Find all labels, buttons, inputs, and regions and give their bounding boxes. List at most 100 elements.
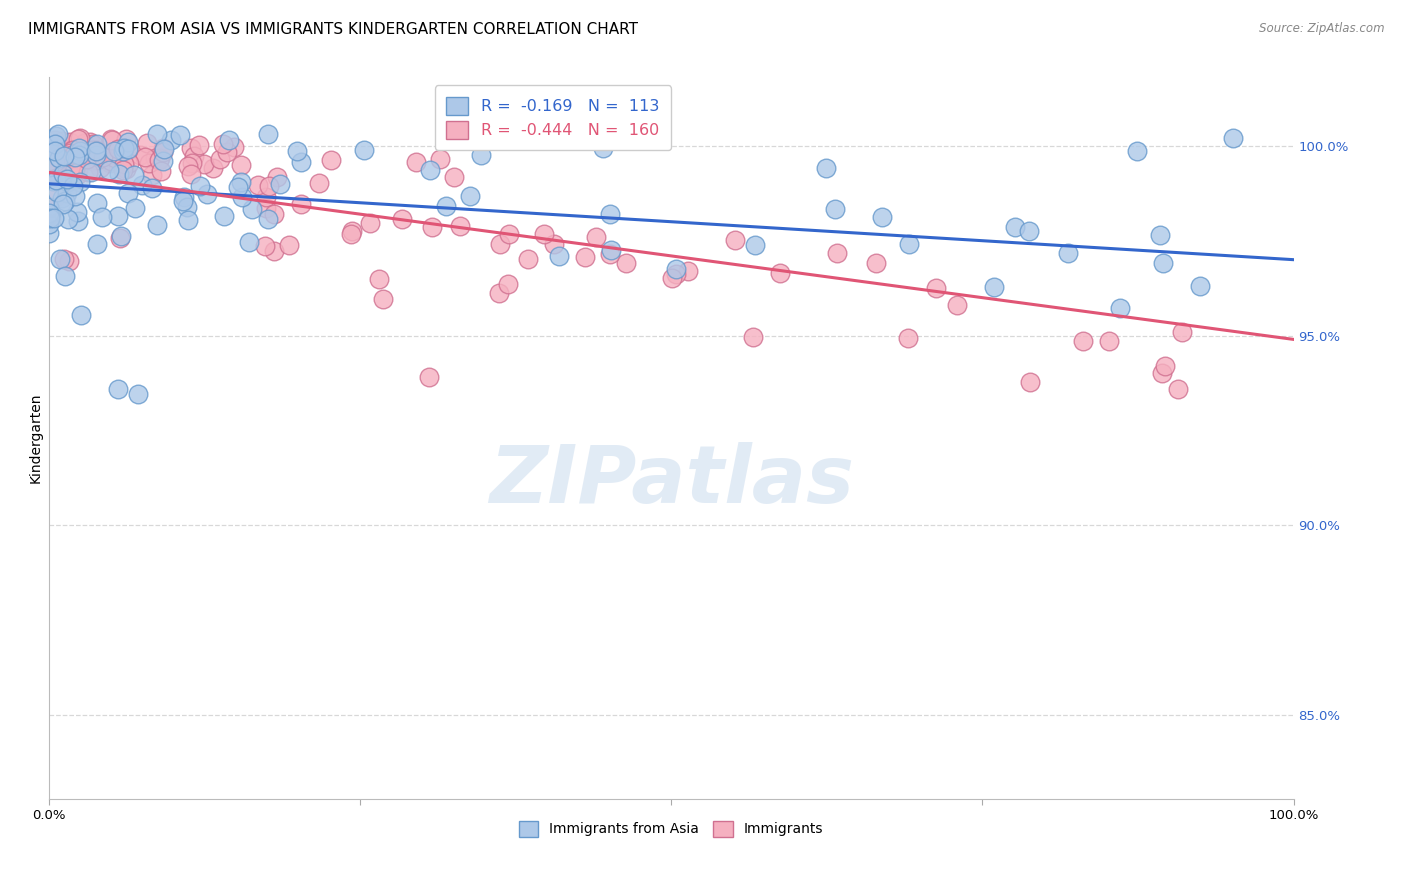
Point bbox=[69, 176, 91, 190]
Point bbox=[65, 139, 87, 153]
Point bbox=[44, 133, 66, 147]
Point bbox=[103, 144, 125, 158]
Point bbox=[391, 211, 413, 226]
Point bbox=[38, 153, 60, 168]
Point bbox=[489, 237, 512, 252]
Point bbox=[1004, 220, 1026, 235]
Point bbox=[865, 256, 887, 270]
Point bbox=[98, 155, 121, 169]
Point bbox=[173, 190, 195, 204]
Point bbox=[488, 286, 510, 301]
Point bbox=[56, 136, 79, 151]
Point bbox=[38, 139, 60, 153]
Point bbox=[91, 150, 114, 164]
Point bbox=[419, 162, 441, 177]
Point bbox=[195, 187, 218, 202]
Point bbox=[66, 205, 89, 219]
Point bbox=[153, 142, 176, 156]
Point bbox=[449, 219, 471, 234]
Point bbox=[599, 207, 621, 221]
Point bbox=[62, 143, 84, 157]
Point bbox=[146, 128, 169, 142]
Point bbox=[138, 156, 160, 170]
Point bbox=[42, 136, 65, 151]
Point bbox=[73, 145, 96, 159]
Point bbox=[212, 209, 235, 223]
Point bbox=[152, 141, 174, 155]
Point bbox=[825, 245, 848, 260]
Point bbox=[56, 175, 79, 189]
Point bbox=[1108, 301, 1130, 315]
Point bbox=[257, 212, 280, 227]
Point bbox=[516, 252, 538, 266]
Text: IMMIGRANTS FROM ASIA VS IMMIGRANTS KINDERGARTEN CORRELATION CHART: IMMIGRANTS FROM ASIA VS IMMIGRANTS KINDE… bbox=[28, 22, 638, 37]
Point bbox=[240, 202, 263, 216]
Point bbox=[82, 137, 104, 152]
Point bbox=[254, 238, 277, 252]
Point bbox=[141, 168, 163, 182]
Point bbox=[824, 202, 846, 216]
Point bbox=[744, 238, 766, 252]
Point bbox=[665, 262, 688, 277]
Point bbox=[443, 169, 465, 184]
Point bbox=[38, 206, 60, 220]
Point bbox=[548, 249, 571, 263]
Point bbox=[53, 194, 76, 209]
Point bbox=[66, 145, 89, 160]
Point bbox=[983, 280, 1005, 294]
Point bbox=[1097, 334, 1119, 348]
Text: ZIPatlas: ZIPatlas bbox=[489, 442, 853, 520]
Point bbox=[1126, 144, 1149, 158]
Point bbox=[1073, 334, 1095, 348]
Point bbox=[108, 167, 131, 181]
Point bbox=[108, 230, 131, 244]
Point bbox=[112, 163, 135, 178]
Point bbox=[359, 216, 381, 230]
Point bbox=[38, 200, 60, 214]
Point bbox=[100, 153, 122, 168]
Point bbox=[215, 145, 238, 160]
Point bbox=[263, 244, 285, 259]
Point bbox=[63, 189, 86, 203]
Point bbox=[52, 252, 75, 266]
Point bbox=[229, 175, 252, 189]
Point bbox=[72, 136, 94, 150]
Point bbox=[498, 277, 520, 292]
Point bbox=[188, 178, 211, 193]
Point bbox=[814, 161, 837, 176]
Point bbox=[1167, 382, 1189, 396]
Point bbox=[581, 131, 603, 145]
Point bbox=[188, 137, 211, 152]
Point bbox=[620, 128, 643, 143]
Point bbox=[134, 150, 156, 164]
Point bbox=[112, 140, 135, 154]
Point bbox=[131, 178, 153, 192]
Point bbox=[82, 143, 104, 157]
Point bbox=[46, 128, 69, 142]
Point bbox=[100, 131, 122, 145]
Point bbox=[66, 162, 89, 177]
Point bbox=[58, 135, 80, 149]
Point bbox=[420, 220, 443, 235]
Point bbox=[143, 151, 166, 165]
Point bbox=[101, 146, 124, 161]
Point bbox=[117, 143, 139, 157]
Point bbox=[65, 161, 87, 176]
Point bbox=[86, 196, 108, 211]
Point bbox=[458, 189, 481, 203]
Point bbox=[56, 172, 79, 186]
Point bbox=[84, 145, 107, 159]
Point bbox=[117, 136, 139, 150]
Point bbox=[115, 162, 138, 177]
Point bbox=[63, 150, 86, 164]
Point bbox=[67, 148, 90, 162]
Point bbox=[543, 236, 565, 251]
Point bbox=[117, 186, 139, 201]
Point bbox=[76, 152, 98, 166]
Point bbox=[86, 153, 108, 167]
Point bbox=[599, 247, 621, 261]
Point bbox=[45, 128, 67, 143]
Point bbox=[62, 178, 84, 193]
Point bbox=[149, 151, 172, 165]
Point bbox=[107, 142, 129, 156]
